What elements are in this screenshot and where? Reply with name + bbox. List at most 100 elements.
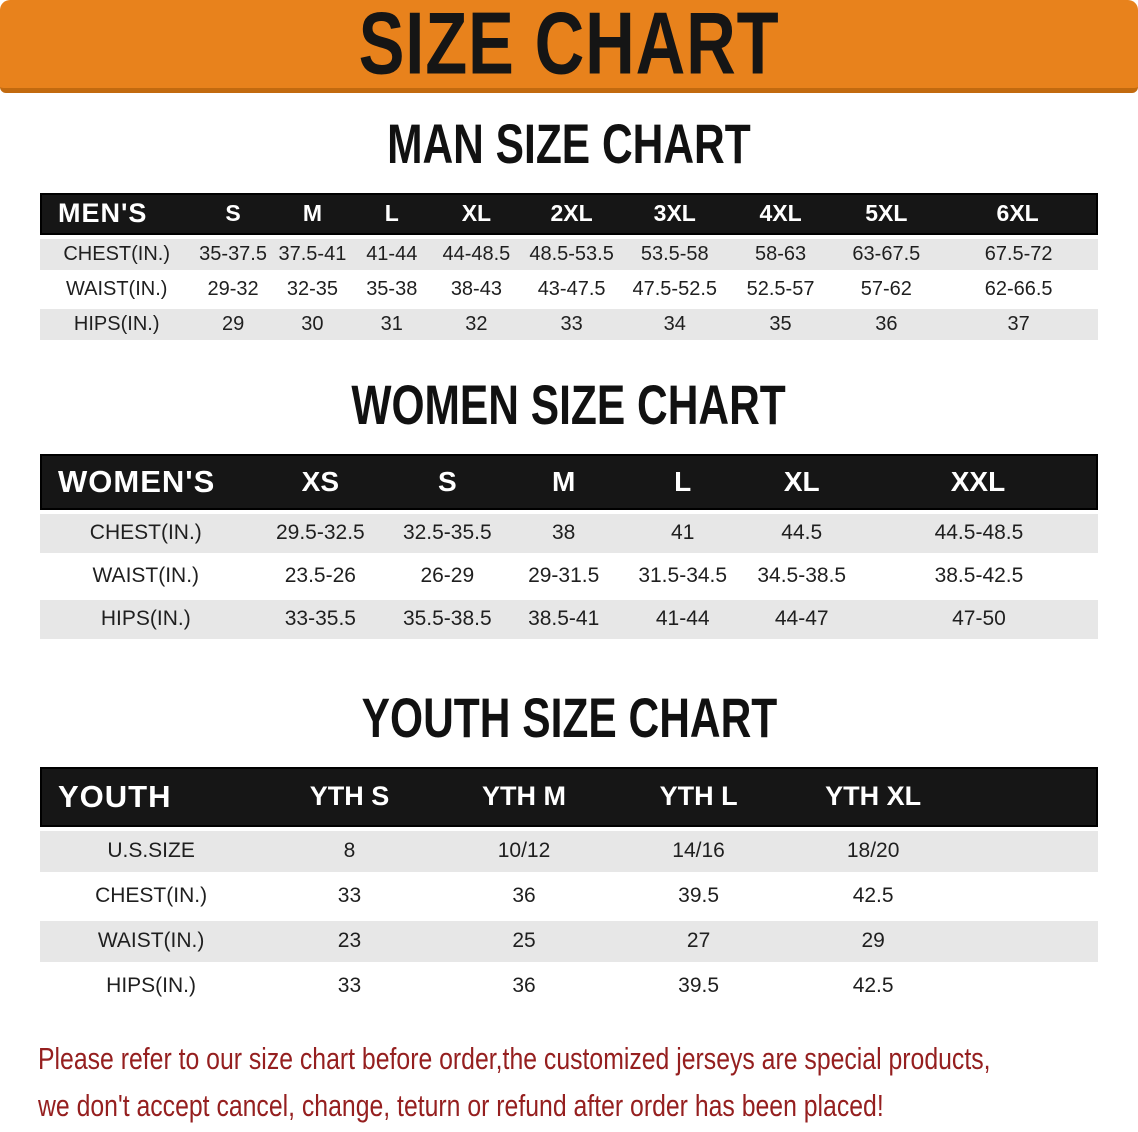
table-row: WAIST(IN.) 29-32 32-35 35-38 38-43 43-47…	[40, 273, 1098, 305]
women-size-table: WOMEN'S XS S M L XL XXL CHEST(IN.) 29.5-…	[40, 450, 1098, 643]
header-cell: 3XL	[621, 192, 728, 235]
data-cell: 36	[512, 974, 536, 998]
women-section-heading-text: WOMEN SIZE CHART	[351, 373, 787, 437]
size-chart-banner: SIZE CHART	[0, 0, 1138, 93]
data-cell: 48.5-53.5	[529, 242, 614, 265]
row-label-cell: HIPS(IN.)	[73, 312, 160, 335]
data-cell: 30	[301, 312, 324, 335]
data-cell: 47.5-52.5	[632, 277, 718, 300]
header-cell: 2XL	[521, 192, 622, 235]
men-size-table: MEN'S S M L XL 2XL 3XL 4XL 5XL 6XL CHEST…	[40, 189, 1098, 344]
table-row: CHEST(IN.) 29.5-32.5 32.5-35.5 38 41 44.…	[40, 513, 1098, 553]
data-cell: 34.5-38.5	[757, 564, 847, 588]
header-cell: 6XL	[939, 192, 1098, 235]
row-label-cell: CHEST(IN.)	[95, 884, 208, 908]
data-cell: 29	[221, 312, 245, 335]
youth-section-heading-text: YOUTH SIZE CHART	[361, 686, 777, 750]
spacer-cell	[960, 966, 1098, 1007]
data-cell: 39.5	[678, 974, 720, 998]
data-cell: 37	[1007, 312, 1030, 335]
data-cell: 43-47.5	[537, 277, 606, 300]
data-cell: 29-32	[207, 277, 259, 300]
data-cell: 10/12	[497, 839, 551, 863]
spacer-cell	[960, 876, 1098, 917]
data-cell: 35-37.5	[199, 242, 267, 265]
table-row: U.S.SIZE 8 10/12 14/16 18/20	[40, 830, 1098, 872]
data-cell: 35	[769, 312, 792, 335]
header-cell: S	[193, 192, 273, 235]
header-cell: M	[272, 192, 353, 235]
data-cell: 44-48.5	[442, 242, 511, 265]
page-title: SIZE CHART	[358, 0, 780, 93]
men-section-heading: MAN SIZE CHART	[0, 112, 1138, 176]
youth-section-heading: YOUTH SIZE CHART	[0, 686, 1138, 750]
data-cell: 31	[380, 312, 403, 335]
data-cell: 67.5-72	[984, 242, 1053, 265]
data-cell: 47-50	[952, 607, 1006, 631]
table-row: CHEST(IN.) 35-37.5 37.5-41 41-44 44-48.5…	[40, 238, 1098, 270]
header-cell: S	[389, 453, 506, 510]
header-cell: XS	[251, 453, 390, 510]
header-cell: YTH S	[262, 766, 437, 827]
row-label-cell: HIPS(IN.)	[100, 607, 191, 631]
data-cell: 38-43	[450, 277, 502, 300]
header-cell: XL	[431, 192, 522, 235]
women-section-heading: WOMEN SIZE CHART	[0, 373, 1138, 437]
table-row: HIPS(IN.) 33 36 39.5 42.5	[40, 965, 1098, 1007]
data-cell: 42.5	[852, 884, 894, 908]
disclaimer-line-1: Please refer to our size chart before or…	[38, 1040, 991, 1076]
data-cell: 29	[861, 929, 885, 953]
data-cell: 37.5-41	[278, 242, 347, 265]
men-section-heading-text: MAN SIZE CHART	[387, 112, 751, 176]
header-cell: M	[505, 453, 622, 510]
spacer-cell	[960, 766, 1098, 827]
data-cell: 44.5-48.5	[934, 521, 1024, 545]
youth-header-corner: YOUTH	[40, 766, 263, 827]
data-cell: 41-44	[366, 242, 418, 265]
data-cell: 23	[337, 929, 362, 953]
table-row: HIPS(IN.) 29 30 31 32 33 34 35 36 37	[40, 308, 1098, 340]
data-cell: 33-35.5	[284, 607, 356, 631]
data-cell: 32.5-35.5	[402, 521, 492, 545]
header-cell: YTH XL	[785, 766, 961, 827]
disclaimer-note: Please refer to our size chart before or…	[38, 1035, 1138, 1129]
spacer-cell	[960, 831, 1098, 872]
spacer-cell	[960, 921, 1098, 962]
data-cell: 32-35	[286, 277, 338, 300]
data-cell: 18/20	[846, 839, 900, 863]
women-header-corner: WOMEN'S	[40, 453, 252, 510]
header-cell: L	[621, 453, 744, 510]
women-header-row: WOMEN'S XS S M L XL XXL	[40, 453, 1098, 510]
data-cell: 36	[875, 312, 898, 335]
row-label-cell: CHEST(IN.)	[89, 521, 202, 545]
row-label-cell: WAIST(IN.)	[65, 277, 168, 300]
table-row: WAIST(IN.) 23.5-26 26-29 29-31.5 31.5-34…	[40, 556, 1098, 596]
data-cell: 33	[337, 974, 362, 998]
data-cell: 39.5	[678, 884, 720, 908]
data-cell: 38	[552, 521, 576, 545]
data-cell: 27	[686, 929, 711, 953]
row-label-cell: CHEST(IN.)	[63, 242, 171, 265]
header-cell: L	[352, 192, 432, 235]
data-cell: 58-63	[754, 242, 807, 265]
row-label-cell: U.S.SIZE	[107, 839, 195, 863]
header-cell: YTH L	[611, 766, 786, 827]
data-cell: 44.5	[781, 521, 823, 545]
data-cell: 42.5	[852, 974, 894, 998]
data-cell: 34	[663, 312, 686, 335]
data-cell: 35.5-38.5	[402, 607, 492, 631]
data-cell: 8	[343, 839, 356, 863]
data-cell: 41	[671, 521, 695, 545]
header-cell: XL	[743, 453, 860, 510]
data-cell: 57-62	[860, 277, 912, 300]
data-cell: 38.5-42.5	[934, 564, 1024, 588]
data-cell: 62-66.5	[984, 277, 1053, 300]
data-cell: 36	[512, 884, 536, 908]
data-cell: 26-29	[420, 564, 475, 588]
row-label-cell: WAIST(IN.)	[97, 929, 205, 953]
data-cell: 29-31.5	[528, 564, 600, 588]
table-row: CHEST(IN.) 33 36 39.5 42.5	[40, 875, 1098, 917]
data-cell: 44-47	[774, 607, 829, 631]
data-cell: 35-38	[366, 277, 418, 300]
row-label-cell: WAIST(IN.)	[92, 564, 200, 588]
